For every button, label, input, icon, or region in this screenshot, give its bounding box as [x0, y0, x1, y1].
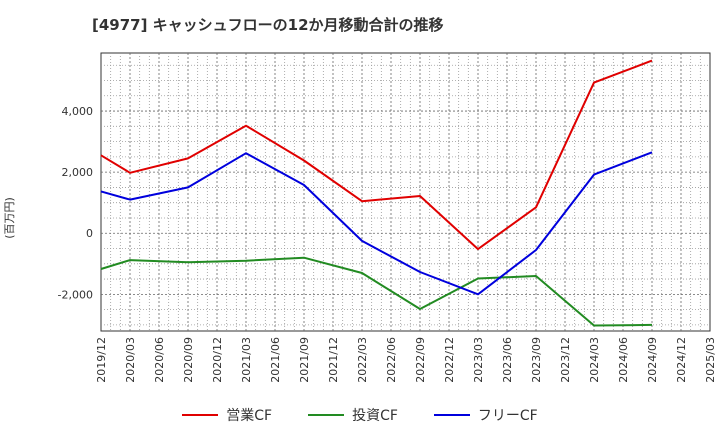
- plot-area: [100, 52, 711, 332]
- legend-label-operating: 営業CF: [226, 408, 273, 424]
- x-tick-label: 2019/12: [95, 337, 108, 383]
- legend-swatch-operating: [182, 414, 219, 416]
- x-tick-label: 2022/09: [414, 337, 427, 383]
- x-tick-label: 2023/12: [559, 337, 572, 383]
- x-tick-label: 2023/09: [530, 337, 543, 383]
- x-tick-label: 2021/09: [298, 337, 311, 383]
- x-tick-label: 2020/03: [124, 337, 137, 383]
- series-line-0: [100, 59, 653, 251]
- x-tick-label: 2024/09: [646, 337, 659, 383]
- x-tick-label: 2025/03: [704, 337, 717, 383]
- x-tick-label: 2024/06: [617, 337, 630, 383]
- legend-label-free: フリーCF: [477, 408, 538, 424]
- series-line-1: [100, 256, 653, 327]
- y-tick-label: 0: [86, 227, 93, 240]
- x-tick-label: 2021/03: [240, 337, 253, 383]
- legend: 営業CF 投資CF フリーCF: [0, 405, 720, 425]
- y-tick-label: 4,000: [62, 105, 94, 118]
- x-tick-label: 2023/06: [501, 337, 514, 383]
- x-tick-label: 2023/03: [472, 337, 485, 383]
- chart-title: [4977] キャッシュフローの12か月移動合計の推移: [92, 16, 444, 34]
- x-tick-label: 2024/12: [675, 337, 688, 383]
- x-tick-label: 2022/12: [443, 337, 456, 383]
- legend-item-operating: 営業CF: [182, 405, 272, 425]
- legend-item-investing: 投資CF: [308, 405, 398, 425]
- series-line-2: [100, 151, 653, 296]
- legend-label-investing: 投資CF: [352, 408, 398, 424]
- legend-item-free: フリーCF: [433, 405, 538, 425]
- x-tick-label: 2022/03: [356, 337, 369, 383]
- x-tick-label: 2024/03: [588, 337, 601, 383]
- x-tick-label: 2020/09: [182, 337, 195, 383]
- x-tick-label: 2020/12: [211, 337, 224, 383]
- legend-swatch-investing: [308, 414, 345, 416]
- x-tick-label: 2021/12: [327, 337, 340, 383]
- y-tick-label: 2,000: [62, 166, 94, 179]
- x-tick-label: 2022/06: [385, 337, 398, 383]
- x-tick-label: 2020/06: [153, 337, 166, 383]
- cashflow-line-chart: -2,000 0 2,000 4,000 2019/12 2020/03 2020/06 20…: [58, 52, 717, 383]
- y-tick-label: -2,000: [58, 288, 93, 301]
- x-tick-label: 2021/06: [269, 337, 282, 383]
- legend-swatch-free: [433, 414, 470, 416]
